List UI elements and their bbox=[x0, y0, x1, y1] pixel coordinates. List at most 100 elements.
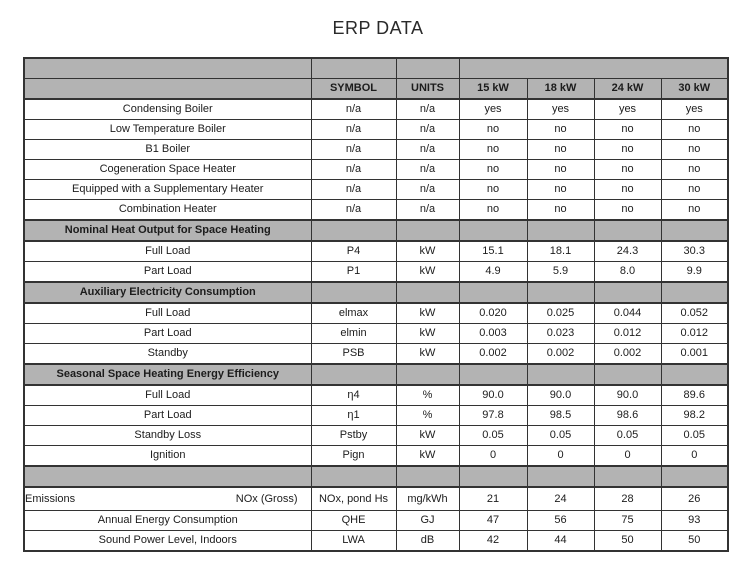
table-row: Annual Energy Consumption QHE GJ 47 56 75 93 bbox=[23, 510, 729, 531]
page-title: ERP DATA bbox=[332, 18, 424, 38]
value-cell: no bbox=[660, 139, 729, 160]
spacer-value-cell bbox=[526, 465, 595, 488]
value-cell: no bbox=[458, 159, 528, 180]
section-title-cell: Seasonal Space Heating Energy Efficiency bbox=[23, 363, 312, 386]
row-label-cell: Part Load bbox=[23, 323, 312, 344]
row-label-split: Emissions NOx (Gross) bbox=[25, 492, 310, 506]
value-cell: no bbox=[593, 179, 662, 200]
row-label-cell: Condensing Boiler bbox=[23, 98, 312, 120]
value-cell: 98.2 bbox=[660, 405, 729, 426]
value-cell: 30.3 bbox=[660, 240, 729, 262]
symbol-cell: η1 bbox=[310, 405, 397, 426]
value-cell: no bbox=[526, 179, 595, 200]
value-cell: no bbox=[458, 179, 528, 200]
value-cell: 0.023 bbox=[526, 323, 595, 344]
value-cell: no bbox=[660, 199, 729, 221]
value-cell: 0.001 bbox=[660, 343, 729, 365]
value-cell: 47 bbox=[458, 510, 528, 531]
row-label-cell: Full Load bbox=[23, 240, 312, 262]
section-units-cell bbox=[395, 281, 460, 304]
column-header-symbol: SYMBOL bbox=[310, 78, 397, 100]
value-cell: 0.05 bbox=[660, 425, 729, 446]
row-label-cell: Cogeneration Space Heater bbox=[23, 159, 312, 180]
value-cell: 5.9 bbox=[526, 261, 595, 283]
section-value-cell bbox=[458, 363, 528, 386]
symbol-cell: n/a bbox=[310, 159, 397, 180]
table-row: Condensing Boiler n/a n/a yes yes yes yes bbox=[23, 98, 729, 120]
value-cell: 50 bbox=[593, 530, 662, 552]
section-value-cell bbox=[593, 363, 662, 386]
value-cell: yes bbox=[660, 98, 729, 120]
symbol-cell: PSB bbox=[310, 343, 397, 365]
value-cell: 0.05 bbox=[458, 425, 528, 446]
section-value-cell bbox=[526, 363, 595, 386]
section-value-cell bbox=[660, 363, 729, 386]
table-row: Full Load elmax kW 0.020 0.025 0.044 0.052 bbox=[23, 302, 729, 324]
units-cell: % bbox=[395, 405, 460, 426]
spacer-value-cell bbox=[593, 465, 662, 488]
value-cell: 0.002 bbox=[526, 343, 595, 365]
row-label-cell: Equipped with a Supplementary Heater bbox=[23, 179, 312, 200]
table-top-spacer-row bbox=[23, 57, 729, 79]
section-title-cell: Auxiliary Electricity Consumption bbox=[23, 281, 312, 304]
value-cell: 0.002 bbox=[458, 343, 528, 365]
table-row: Standby PSB kW 0.002 0.002 0.002 0.001 bbox=[23, 343, 729, 365]
units-cell: n/a bbox=[395, 139, 460, 160]
section-value-cell bbox=[660, 219, 729, 242]
table-row: B1 Boiler n/a n/a no no no no bbox=[23, 139, 729, 160]
table-row: Part Load P1 kW 4.9 5.9 8.0 9.9 bbox=[23, 261, 729, 283]
row-label-cell: Part Load bbox=[23, 405, 312, 426]
row-label-cell: Full Load bbox=[23, 302, 312, 324]
section-units-cell bbox=[395, 219, 460, 242]
symbol-cell: elmax bbox=[310, 302, 397, 324]
row-label-left: Emissions bbox=[25, 492, 76, 505]
value-cell: 97.8 bbox=[458, 405, 528, 426]
symbol-cell: P4 bbox=[310, 240, 397, 262]
symbol-cell: NOx, pond Hs bbox=[310, 486, 397, 511]
section-value-cell bbox=[593, 281, 662, 304]
value-cell: 98.6 bbox=[593, 405, 662, 426]
value-cell: 0.002 bbox=[593, 343, 662, 365]
value-cell: 0 bbox=[593, 445, 662, 467]
table-header-row: SYMBOL UNITS 15 kW 18 kW 24 kW 30 kW bbox=[23, 78, 729, 100]
value-cell: 28 bbox=[593, 486, 662, 511]
row-label-right: NOx (Gross) bbox=[235, 492, 298, 505]
value-cell: 15.1 bbox=[458, 240, 528, 262]
section-header-row: Nominal Heat Output for Space Heating bbox=[23, 219, 729, 242]
row-label-cell: Sound Power Level, Indoors bbox=[23, 530, 312, 552]
value-cell: 93 bbox=[660, 510, 729, 531]
value-cell: 8.0 bbox=[593, 261, 662, 283]
units-cell: mg/kWh bbox=[395, 486, 460, 511]
symbol-cell: Pign bbox=[310, 445, 397, 467]
section-title-cell: Nominal Heat Output for Space Heating bbox=[23, 219, 312, 242]
section-symbol-cell bbox=[310, 281, 397, 304]
column-header-15kw: 15 kW bbox=[458, 78, 528, 100]
value-cell: 90.0 bbox=[458, 384, 528, 406]
value-cell: 42 bbox=[458, 530, 528, 552]
value-cell: no bbox=[593, 159, 662, 180]
value-cell: 90.0 bbox=[526, 384, 595, 406]
symbol-cell: Pstby bbox=[310, 425, 397, 446]
value-cell: 9.9 bbox=[660, 261, 729, 283]
value-cell: no bbox=[526, 159, 595, 180]
value-cell: 24.3 bbox=[593, 240, 662, 262]
units-cell: kW bbox=[395, 323, 460, 344]
section-value-cell bbox=[660, 281, 729, 304]
table-row: Emissions NOx (Gross) NOx, pond Hs mg/kWh 21… bbox=[23, 486, 729, 511]
spacer-units-cell bbox=[395, 465, 460, 488]
value-cell: 0 bbox=[458, 445, 528, 467]
value-cell: no bbox=[660, 159, 729, 180]
symbol-cell: P1 bbox=[310, 261, 397, 283]
value-cell: 21 bbox=[458, 486, 528, 511]
row-label-cell: Low Temperature Boiler bbox=[23, 119, 312, 140]
value-cell: no bbox=[526, 119, 595, 140]
section-header-row: Auxiliary Electricity Consumption bbox=[23, 281, 729, 304]
erp-data-table: SYMBOL UNITS 15 kW 18 kW 24 kW 30 kW Con… bbox=[23, 57, 729, 552]
section-value-cell bbox=[526, 219, 595, 242]
column-header-24kw: 24 kW bbox=[593, 78, 662, 100]
value-cell: yes bbox=[526, 98, 595, 120]
value-cell: no bbox=[526, 199, 595, 221]
column-header-blank bbox=[23, 78, 312, 100]
table-row: Part Load elmin kW 0.003 0.023 0.012 0.012 bbox=[23, 323, 729, 344]
units-cell: kW bbox=[395, 302, 460, 324]
